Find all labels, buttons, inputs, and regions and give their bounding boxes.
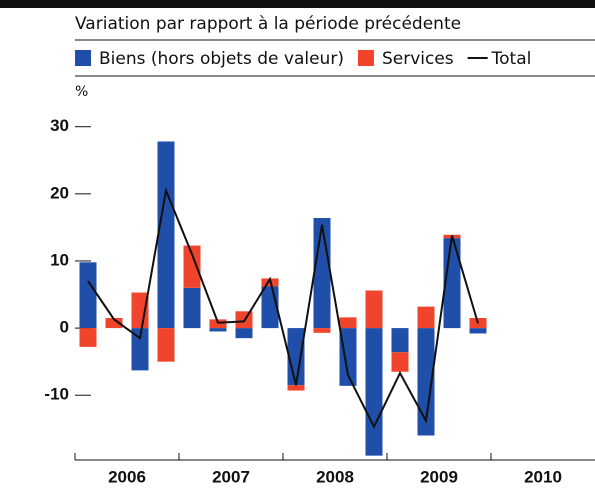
bar	[235, 328, 253, 339]
bar	[157, 328, 175, 362]
y-tick-label: 20	[50, 183, 69, 202]
bar	[79, 328, 97, 347]
bar	[131, 292, 149, 329]
legend-label: Services	[382, 49, 454, 69]
legend-label: Total	[491, 49, 532, 69]
legend-swatch	[357, 50, 374, 66]
y-tick-label: -10	[44, 385, 69, 404]
legend-label: Biens (hors objets de valeur)	[99, 49, 344, 69]
bar	[131, 328, 149, 371]
bar	[417, 306, 435, 329]
bar	[157, 141, 175, 329]
bar	[365, 290, 383, 329]
bar	[287, 385, 305, 391]
x-group-label: 2009	[420, 467, 458, 486]
y-tick-label: 30	[50, 116, 69, 135]
bar	[339, 328, 357, 386]
bar	[391, 328, 409, 353]
top-bar	[0, 0, 595, 8]
bar	[365, 328, 383, 456]
bar	[209, 328, 227, 332]
bar	[209, 319, 227, 329]
bar	[183, 287, 201, 329]
bar	[417, 328, 435, 436]
bar	[469, 328, 487, 334]
bar	[287, 328, 305, 386]
bar	[79, 262, 97, 329]
bar	[339, 317, 357, 329]
bar	[183, 245, 201, 288]
unit-label: %	[75, 84, 88, 100]
bar	[313, 328, 331, 333]
bar	[105, 318, 123, 329]
x-group-label: 2010	[524, 467, 562, 486]
bar	[391, 352, 409, 372]
chart-title: Variation par rapport à la période précé…	[75, 14, 461, 34]
legend-swatch	[75, 50, 91, 66]
bar	[313, 218, 331, 329]
x-group-label: 2008	[316, 467, 354, 486]
y-tick-label: 0	[60, 318, 69, 337]
x-group-label: 2006	[108, 467, 146, 486]
total-line	[87, 186, 479, 430]
x-group-label: 2007	[212, 467, 250, 486]
y-tick-label: 10	[50, 250, 69, 269]
